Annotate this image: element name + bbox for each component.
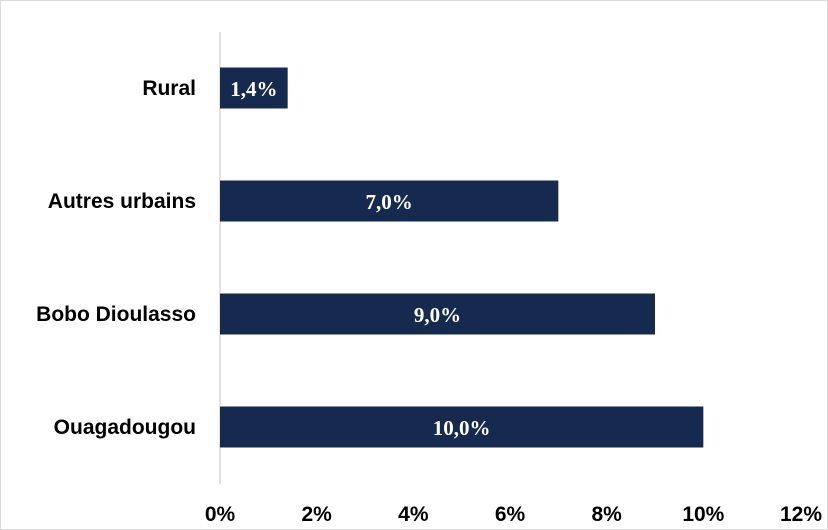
- x-tick-label: 12%: [780, 503, 822, 526]
- category-label: Ouagadougou: [54, 416, 196, 439]
- bar: [220, 293, 655, 335]
- x-tick-label: 8%: [591, 503, 622, 526]
- x-tick-label: 2%: [301, 503, 332, 526]
- data-label: 9,0%: [414, 303, 461, 327]
- bars-group: 1,4% 7,0% 9,0% 10,0%: [220, 67, 704, 448]
- bar: [220, 180, 559, 222]
- bar: [220, 406, 704, 448]
- x-tick-label: 10%: [682, 503, 724, 526]
- bar: [220, 67, 288, 109]
- x-tick-label: 6%: [495, 503, 526, 526]
- data-label: 10,0%: [433, 416, 491, 440]
- category-label: Bobo Dioulasso: [36, 303, 196, 326]
- category-label: Autres urbains: [48, 190, 196, 213]
- data-label: 7,0%: [366, 190, 413, 214]
- data-label: 1,4%: [230, 77, 277, 101]
- category-label: Rural: [142, 77, 196, 100]
- x-tick-label: 4%: [398, 503, 429, 526]
- x-tick-labels-group: 0% 2% 4% 6% 8% 10% 12%: [205, 503, 823, 526]
- category-labels-group: Rural Autres urbains Bobo Dioulasso Ouagado…: [36, 77, 196, 439]
- x-tick-label: 0%: [205, 503, 236, 526]
